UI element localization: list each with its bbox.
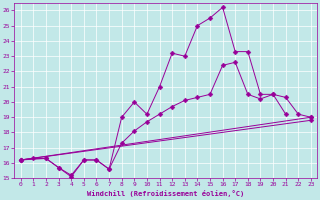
X-axis label: Windchill (Refroidissement éolien,°C): Windchill (Refroidissement éolien,°C): [87, 190, 244, 197]
